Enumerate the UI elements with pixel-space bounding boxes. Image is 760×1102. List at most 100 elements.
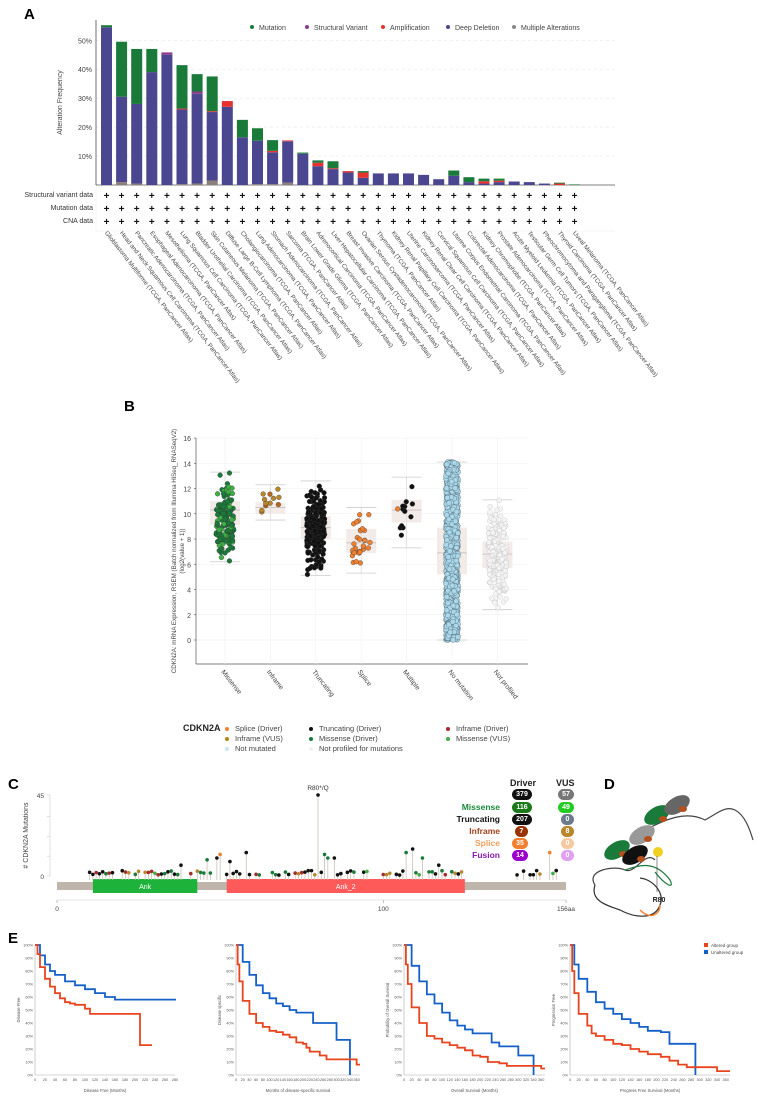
mutation-lollipop — [450, 869, 454, 874]
data-available-marker: + — [421, 204, 427, 215]
mutation-lollipop — [172, 872, 177, 876]
data-available-marker: + — [360, 204, 366, 215]
data-available-marker: + — [149, 191, 155, 202]
y-axis-label: # CDKN2A Mutations — [23, 802, 30, 869]
svg-text:140: 140 — [280, 1078, 286, 1082]
data-point — [222, 516, 228, 522]
svg-text:40%: 40% — [560, 1022, 568, 1026]
data-available-marker: + — [239, 204, 245, 215]
bar-segment — [478, 181, 490, 184]
svg-text:Ank: Ank — [139, 884, 152, 891]
data-available-marker: + — [209, 204, 215, 215]
mutation-lollipop — [257, 873, 262, 877]
svg-text:260: 260 — [162, 1078, 168, 1082]
data-available-marker: + — [390, 217, 396, 228]
data-point — [221, 521, 227, 527]
svg-text:70%: 70% — [394, 983, 402, 987]
bar-segment — [327, 169, 339, 185]
data-available-marker: + — [526, 217, 532, 228]
data-available-marker: + — [149, 204, 155, 215]
legend-marker — [512, 25, 516, 29]
bar-segment — [267, 150, 279, 153]
svg-text:20: 20 — [410, 1078, 414, 1082]
bar-segment — [206, 180, 218, 185]
driver-header: Driver — [510, 778, 537, 788]
vus-count-badge: 8 — [561, 826, 574, 837]
bar-segment — [357, 177, 369, 185]
legend-item: Not mutated — [225, 744, 276, 753]
svg-text:50%: 50% — [25, 1009, 33, 1013]
data-point — [226, 558, 233, 564]
bar-segment — [206, 111, 218, 113]
data-point — [487, 504, 493, 510]
data-available-marker: + — [330, 217, 336, 228]
data-point — [500, 599, 506, 605]
svg-text:240: 240 — [492, 1078, 498, 1082]
svg-text:80%: 80% — [560, 970, 568, 974]
mutation-lollipop — [534, 868, 539, 873]
mutation-lollipop — [319, 870, 324, 875]
data-available-marker: + — [119, 191, 125, 202]
x-tick-label: 0 — [55, 906, 59, 913]
data-point — [217, 536, 223, 542]
svg-text:100%: 100% — [224, 944, 234, 948]
bar-segment — [116, 41, 128, 97]
mutation-lollipop — [459, 870, 464, 874]
data-point — [262, 496, 268, 503]
bar-segment — [433, 179, 445, 185]
data-point — [496, 571, 502, 577]
altered-curve — [570, 944, 730, 1072]
data-point — [446, 529, 453, 536]
data-point — [365, 545, 371, 551]
mutation-lollipop — [153, 871, 157, 876]
x-tick-label: 156aa — [557, 906, 575, 913]
legend-swatch — [704, 943, 708, 947]
legend-label: Multiple Alterations — [521, 25, 580, 32]
legend-swatch — [704, 950, 708, 954]
y-tick-label: 6 — [187, 562, 191, 569]
data-point — [321, 533, 327, 539]
svg-text:45: 45 — [37, 793, 45, 800]
data-available-marker: + — [104, 217, 110, 228]
data-available-marker: + — [481, 204, 487, 215]
mutation-lollipop — [110, 870, 115, 875]
data-point — [446, 566, 453, 573]
svg-text:120: 120 — [619, 1078, 625, 1082]
y-tick-label: 14 — [183, 461, 191, 468]
data-point — [316, 483, 322, 489]
svg-text:120: 120 — [92, 1078, 98, 1082]
r80-residue — [653, 847, 663, 857]
data-point — [455, 530, 461, 536]
legend-gene-label: CDKN2A — [183, 723, 221, 733]
svg-text:50%: 50% — [394, 1009, 402, 1013]
panel-label-b: B — [124, 398, 135, 415]
data-point — [216, 527, 222, 533]
mutation-lollipop — [107, 871, 112, 875]
legend-marker — [446, 25, 450, 29]
legend-label: Truncating (Driver) — [319, 724, 382, 733]
bar-segment — [372, 173, 384, 185]
mutation-lollipop — [312, 872, 317, 877]
data-point — [309, 494, 315, 500]
data-point — [305, 509, 312, 515]
svg-text:100: 100 — [266, 1078, 272, 1082]
data-point — [489, 544, 495, 550]
mutation-lollipop — [202, 871, 206, 875]
mutation-lollipop — [322, 852, 327, 857]
mutation-lollipop — [104, 871, 108, 876]
svg-text:260: 260 — [500, 1078, 506, 1082]
data-point — [489, 595, 495, 601]
data-point — [450, 602, 457, 609]
svg-text:60%: 60% — [560, 996, 568, 1000]
data-point — [224, 527, 231, 533]
bar-segment — [297, 153, 309, 185]
data-available-marker: + — [330, 191, 336, 202]
y-axis-label: Probability of Overall Survival — [385, 983, 390, 1038]
mutation-lollipop — [179, 863, 183, 867]
bar-segment — [267, 152, 279, 185]
mutation-lollipop — [365, 869, 369, 874]
bar-segment — [493, 182, 505, 185]
mutation-lollipop — [293, 871, 297, 875]
data-available-marker: + — [224, 191, 230, 202]
bar-segment — [176, 108, 188, 110]
